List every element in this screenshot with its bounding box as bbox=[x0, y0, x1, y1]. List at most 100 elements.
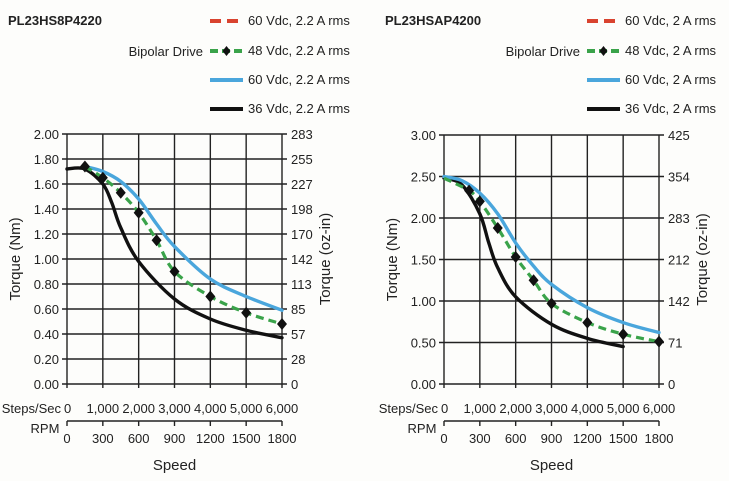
data-point-marker bbox=[510, 251, 521, 264]
y2-tick-label: 198 bbox=[291, 202, 313, 217]
x-tick-label: 1,000 bbox=[464, 401, 497, 416]
drive-label: Bipolar Drive bbox=[129, 44, 203, 59]
data-point-marker bbox=[133, 206, 144, 219]
y-axis-label: Torque (Nm) bbox=[384, 218, 401, 301]
x-tick-label: 3,000 bbox=[535, 401, 568, 416]
legend-item: 60 Vdc, 2.2 A rms bbox=[210, 13, 350, 28]
x2-tick-label: 600 bbox=[128, 431, 150, 446]
y-tick-label: 1.60 bbox=[34, 177, 59, 192]
chart-1: PL23HS8P4220 Bipolar Drive 60 Vdc, 2.2 A r… bbox=[2, 13, 351, 474]
x2-tick-label: 1200 bbox=[196, 431, 225, 446]
legend-label: 36 Vdc, 2 A rms bbox=[625, 101, 717, 116]
data-point-marker bbox=[528, 274, 539, 287]
y2-tick-label: 227 bbox=[291, 177, 313, 192]
y2-tick-label: 425 bbox=[668, 128, 690, 143]
x2-unit-label: RPM bbox=[408, 421, 437, 436]
x-axis-label: Speed bbox=[153, 457, 196, 474]
x-unit-label: Steps/Sec bbox=[2, 401, 62, 416]
y-tick-label: 1.80 bbox=[34, 152, 59, 167]
x-tick-label: 5,000 bbox=[607, 401, 640, 416]
x-tick-label: 6,000 bbox=[643, 401, 676, 416]
y-tick-label: 0.60 bbox=[34, 302, 59, 317]
y-tick-label: 1.20 bbox=[34, 227, 59, 242]
legend-label: 60 Vdc, 2 A rms bbox=[625, 72, 717, 87]
gridlines bbox=[439, 134, 664, 388]
chart-title: PL23HS8P4220 bbox=[8, 13, 102, 28]
y-tick-label: 0.50 bbox=[411, 336, 436, 351]
y-axis-label: Torque (Nm) bbox=[7, 217, 24, 300]
legend-marker bbox=[599, 46, 608, 56]
x-unit-label: Steps/Sec bbox=[379, 401, 439, 416]
legend-label: 60 Vdc, 2.2 A rms bbox=[248, 13, 350, 28]
series-line bbox=[443, 176, 660, 344]
legend-item: 36 Vdc, 2 A rms bbox=[587, 101, 717, 116]
x-tick-label: 4,000 bbox=[571, 401, 604, 416]
data-point-marker bbox=[277, 318, 287, 330]
x2-tick-label: 1200 bbox=[573, 431, 602, 446]
y-tick-label: 3.00 bbox=[411, 128, 436, 143]
legend-item: 60 Vdc, 2.2 A rms bbox=[210, 72, 350, 87]
legend-label: 48 Vdc, 2 A rms bbox=[625, 43, 717, 58]
chart-2: PL23HSAP4200 Bipolar Drive 60 Vdc, 2 A rms… bbox=[379, 13, 717, 474]
x2-tick-label: 1800 bbox=[268, 431, 297, 446]
y-tick-label: 1.00 bbox=[411, 294, 436, 309]
x-tick-label: 1,000 bbox=[87, 401, 120, 416]
legend-item: 60 Vdc, 2 A rms bbox=[587, 13, 717, 28]
x-tick-label: 2,000 bbox=[122, 401, 155, 416]
y-tick-label: 1.40 bbox=[34, 202, 59, 217]
y-tick-label: 1.50 bbox=[411, 253, 436, 268]
y2-tick-label: 142 bbox=[668, 294, 690, 309]
data-point-marker bbox=[169, 265, 180, 278]
y2-axis-label: Torque (oz-in) bbox=[694, 213, 711, 306]
series-line bbox=[65, 166, 284, 340]
x-tick-label: 5,000 bbox=[230, 401, 263, 416]
data-point-marker bbox=[654, 335, 664, 348]
y-tick-label: 0.40 bbox=[34, 327, 59, 342]
y-tick-label: 0.00 bbox=[411, 377, 436, 392]
legend-label: 60 Vdc, 2.2 A rms bbox=[248, 72, 350, 87]
x-tick-label: 0 bbox=[64, 401, 71, 416]
data-point-marker bbox=[582, 316, 593, 329]
data-point-marker bbox=[79, 160, 90, 173]
data-point-marker bbox=[474, 195, 485, 208]
legend-label: 36 Vdc, 2.2 A rms bbox=[248, 101, 350, 116]
x2-tick-label: 1800 bbox=[645, 431, 674, 446]
data-point-marker bbox=[464, 184, 475, 197]
gridlines bbox=[62, 133, 287, 388]
y2-tick-label: 283 bbox=[291, 127, 313, 142]
legend-label: 60 Vdc, 2 A rms bbox=[625, 13, 717, 28]
rpm-axis bbox=[443, 420, 660, 426]
x-axis-label: Speed bbox=[530, 457, 573, 474]
x2-tick-label: 900 bbox=[541, 431, 563, 446]
y-tick-label: 2.50 bbox=[411, 170, 436, 185]
x2-tick-label: 300 bbox=[469, 431, 491, 446]
x2-tick-label: 1500 bbox=[609, 431, 638, 446]
y2-tick-label: 113 bbox=[291, 277, 312, 292]
x2-unit-label: RPM bbox=[31, 421, 60, 436]
y2-tick-label: 170 bbox=[291, 227, 313, 242]
x-tick-label: 6,000 bbox=[266, 401, 299, 416]
y2-tick-label: 0 bbox=[291, 377, 298, 392]
y2-tick-label: 57 bbox=[291, 327, 305, 342]
x-tick-label: 2,000 bbox=[499, 401, 532, 416]
chart-title: PL23HSAP4200 bbox=[385, 13, 481, 28]
y2-tick-label: 0 bbox=[668, 377, 675, 392]
y-tick-label: 2.00 bbox=[411, 211, 436, 226]
drive-label: Bipolar Drive bbox=[506, 44, 580, 59]
x2-tick-label: 0 bbox=[440, 431, 447, 446]
x-tick-label: 4,000 bbox=[194, 401, 227, 416]
y2-tick-label: 212 bbox=[668, 253, 690, 268]
y2-tick-label: 71 bbox=[668, 336, 682, 351]
x-tick-label: 0 bbox=[441, 401, 448, 416]
data-point-marker bbox=[546, 297, 557, 310]
y2-tick-label: 354 bbox=[668, 170, 690, 185]
data-point-marker bbox=[97, 171, 108, 184]
y-tick-label: 2.00 bbox=[34, 127, 59, 142]
x2-tick-label: 600 bbox=[505, 431, 527, 446]
legend-label: 48 Vdc, 2.2 A rms bbox=[248, 43, 350, 58]
x2-tick-label: 300 bbox=[92, 431, 114, 446]
y-tick-label: 1.00 bbox=[34, 252, 59, 267]
series-line bbox=[442, 176, 625, 349]
rpm-axis bbox=[66, 420, 283, 426]
